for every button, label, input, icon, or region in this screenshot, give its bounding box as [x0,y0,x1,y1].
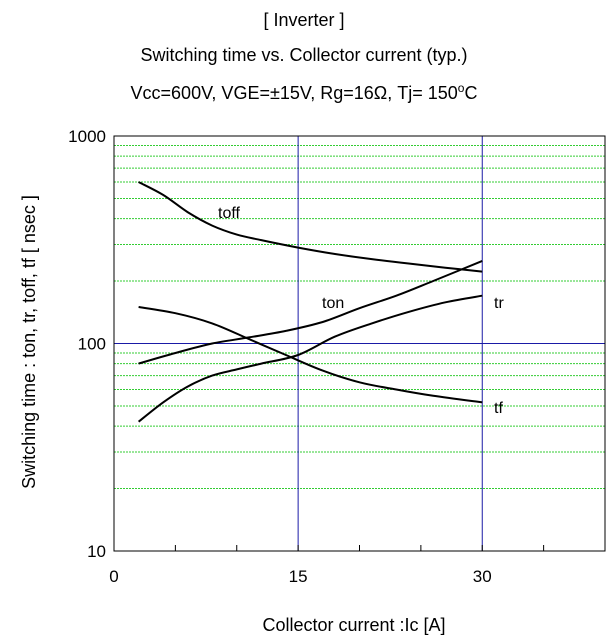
minor-gridlines [114,144,605,490]
y-tick-label: 10 [87,542,106,561]
axis-ticks [174,545,545,551]
chart-conditions: Vcc=600V, VGE=±15V, Rg=16Ω, Tj= 150oC [131,81,478,103]
tick-labels: 0 15 30 10 100 1000 [68,127,492,586]
y-tick-label: 1000 [68,127,106,146]
series-label-tr: tr [494,295,504,312]
x-tick-label: 15 [289,567,308,586]
x-tick-label: 0 [109,567,118,586]
series-label-toff: toff [218,205,241,222]
chart-subtitle: Switching time vs. Collector current (ty… [140,45,467,65]
series-line-tf [138,306,483,404]
x-tick-label: 30 [473,567,492,586]
x-axis-label: Collector current :Ic [A] [262,615,445,635]
series-label-ton: ton [322,295,344,312]
major-gridlines [114,136,605,551]
series-label-tf: tf [494,400,503,417]
series-line-tr [137,294,483,423]
chart-title: [ Inverter ] [263,10,344,30]
y-axis-label: Switching time : ton, tr, toff, tf [ nse… [19,195,39,489]
series-lines [137,181,483,423]
series-line-toff [138,181,483,273]
series-line-ton [138,259,483,365]
series-labels: toff ton tr tf [218,205,504,417]
plot-area [113,135,606,552]
y-tick-label: 100 [78,335,106,354]
